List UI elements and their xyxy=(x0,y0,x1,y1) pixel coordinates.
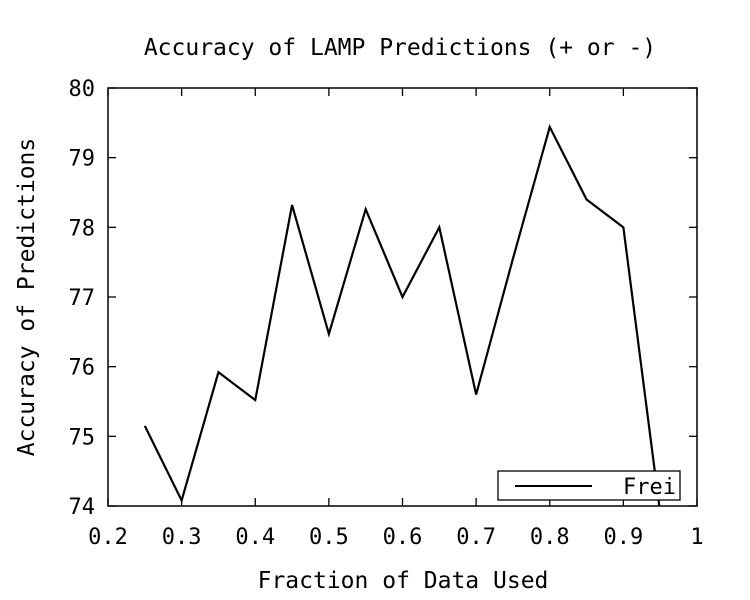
legend-label: Frei xyxy=(623,475,676,500)
x-tick-label-8: 1 xyxy=(690,525,703,550)
y-tick-label-0: 74 xyxy=(69,495,96,520)
y-tick-label-1: 75 xyxy=(69,425,96,450)
x-tick-label-4: 0.6 xyxy=(383,525,423,550)
y-tick-label-5: 79 xyxy=(69,147,96,172)
x-tick-label-1: 0.3 xyxy=(162,525,202,550)
x-tick-label-6: 0.8 xyxy=(530,525,570,550)
x-tick-label-5: 0.7 xyxy=(456,525,496,550)
x-tick-label-7: 0.9 xyxy=(604,525,644,550)
y-tick-label-6: 80 xyxy=(69,77,96,102)
legend: Frei xyxy=(497,470,681,501)
chart-title: Accuracy of LAMP Predictions (+ or -) xyxy=(144,35,656,61)
x-axis-label: Fraction of Data Used xyxy=(258,568,549,594)
series-layer xyxy=(143,123,661,506)
y-tick-label-2: 76 xyxy=(69,356,96,381)
tick-labels: 0.2 0.3 0.4 0.5 0.6 0.7 0.8 0.9 1 74 75 76 77 78 79 80 xyxy=(69,77,704,550)
y-tick-label-4: 78 xyxy=(69,216,96,241)
plot-frame xyxy=(107,87,698,507)
y-tick-label-3: 77 xyxy=(69,286,96,311)
x-tick-label-2: 0.4 xyxy=(235,525,275,550)
x-tick-label-3: 0.5 xyxy=(309,525,349,550)
series-line-0 xyxy=(143,123,661,506)
x-tick-label-0: 0.2 xyxy=(88,525,128,550)
y-axis-label: Accuracy of Predictions xyxy=(14,138,40,457)
